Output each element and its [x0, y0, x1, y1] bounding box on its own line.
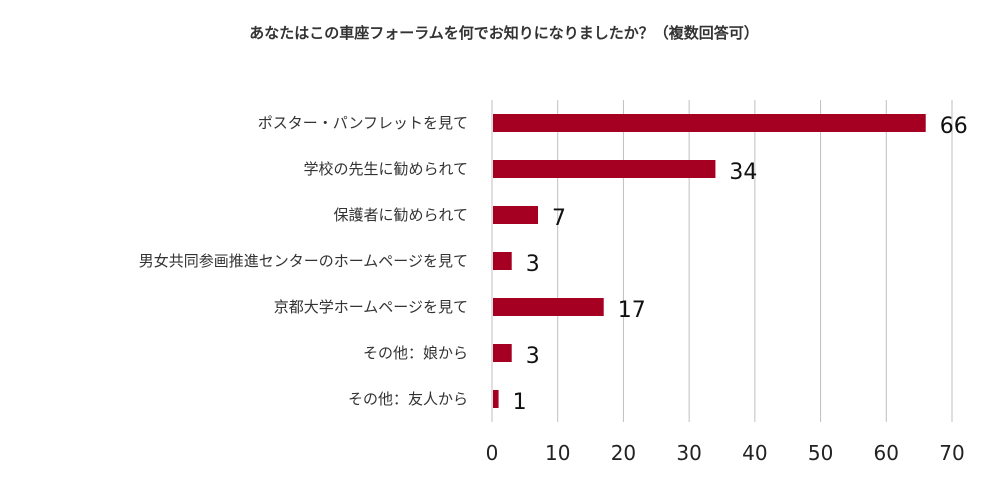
bar-3 — [493, 252, 512, 270]
category-label-3: 男女共同参画推進センターのホームページを見て — [139, 252, 468, 270]
bar-4 — [493, 298, 604, 316]
x-tick-label-0: 0 — [486, 441, 499, 465]
x-tick-label-30: 30 — [676, 441, 701, 465]
x-tick-label-40: 40 — [742, 441, 767, 465]
value-label-4: 17 — [618, 298, 646, 323]
category-label-0: ポスター・パンフレットを見て — [258, 114, 468, 132]
category-label-5: その他：娘から — [363, 344, 468, 362]
x-tick-label-50: 50 — [808, 441, 833, 465]
x-tick-label-10: 10 — [545, 441, 570, 465]
category-label-1: 学校の先生に勧められて — [303, 160, 468, 178]
value-label-1: 34 — [729, 160, 757, 185]
bar-0 — [493, 114, 926, 132]
x-axis-tick-labels: 0 10 20 30 40 50 60 70 — [486, 441, 965, 465]
bar-5 — [493, 344, 512, 362]
category-label-6: その他：友人から — [348, 390, 468, 408]
x-tick-label-60: 60 — [874, 441, 899, 465]
chart-title: あなたはこの車座フォーラムを何でお知りになりましたか？（複数回答可） — [249, 24, 759, 42]
bar-1 — [493, 160, 716, 178]
value-label-2: 7 — [552, 206, 566, 231]
x-tick-label-20: 20 — [611, 441, 636, 465]
category-labels: ポスター・パンフレットを見て学校の先生に勧められて保護者に勧められて男女共同参画… — [139, 114, 468, 408]
category-label-4: 京都大学ホームページを見て — [274, 298, 468, 316]
value-label-5: 3 — [526, 344, 540, 369]
x-tick-label-70: 70 — [939, 441, 964, 465]
value-label-6: 1 — [513, 390, 527, 415]
category-label-2: 保護者に勧められて — [333, 206, 468, 224]
value-label-0: 66 — [940, 114, 968, 139]
gridlines — [491, 100, 953, 422]
value-label-3: 3 — [526, 252, 540, 277]
bar-6 — [493, 390, 499, 408]
bars — [493, 114, 926, 408]
bar-2 — [493, 206, 538, 224]
